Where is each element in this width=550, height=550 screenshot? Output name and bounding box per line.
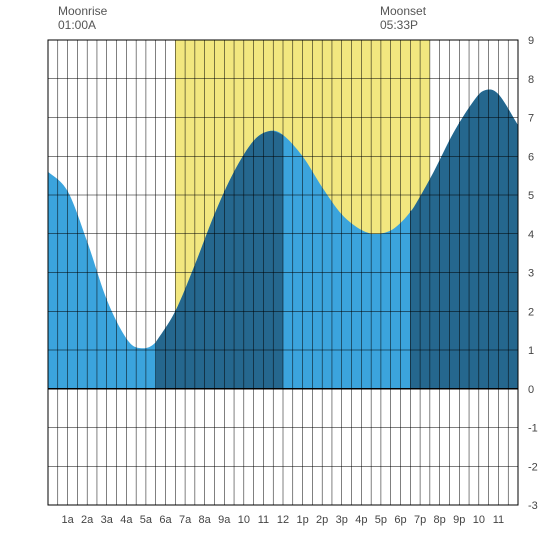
svg-text:11: 11 xyxy=(258,514,269,526)
moonset-label: Moonset 05:33P xyxy=(380,4,426,33)
svg-text:8a: 8a xyxy=(199,514,212,526)
svg-text:9a: 9a xyxy=(218,514,231,526)
svg-text:1a: 1a xyxy=(61,514,74,526)
svg-text:4: 4 xyxy=(528,229,534,241)
svg-text:-3: -3 xyxy=(528,500,538,512)
svg-text:4p: 4p xyxy=(355,514,367,526)
svg-text:8p: 8p xyxy=(434,514,446,526)
svg-text:10: 10 xyxy=(238,514,250,526)
svg-text:5: 5 xyxy=(528,190,534,202)
svg-text:4a: 4a xyxy=(120,514,133,526)
svg-text:7: 7 xyxy=(528,113,534,125)
svg-text:3a: 3a xyxy=(101,514,114,526)
svg-text:5p: 5p xyxy=(375,514,387,526)
svg-text:2a: 2a xyxy=(81,514,94,526)
svg-text:10: 10 xyxy=(473,514,485,526)
moonrise-label: Moonrise 01:00A xyxy=(58,4,107,33)
svg-text:11: 11 xyxy=(493,514,504,526)
moonset-time: 05:33P xyxy=(380,18,426,32)
svg-text:8: 8 xyxy=(528,74,534,86)
svg-text:6p: 6p xyxy=(394,514,406,526)
svg-text:9: 9 xyxy=(528,35,534,47)
svg-text:2: 2 xyxy=(528,306,534,318)
moonrise-title: Moonrise xyxy=(58,4,107,18)
svg-text:5a: 5a xyxy=(140,514,153,526)
svg-text:0: 0 xyxy=(528,384,534,396)
moonrise-time: 01:00A xyxy=(58,18,107,32)
svg-text:-1: -1 xyxy=(528,423,538,435)
chart-svg: -3-2-101234567891a2a3a4a5a6a7a8a9a101112… xyxy=(0,0,550,550)
svg-text:3p: 3p xyxy=(336,514,348,526)
tide-chart: Moonrise 01:00A Moonset 05:33P -3-2-1012… xyxy=(0,0,550,550)
svg-text:-2: -2 xyxy=(528,461,538,473)
svg-text:3: 3 xyxy=(528,268,534,280)
svg-text:7a: 7a xyxy=(179,514,192,526)
svg-text:6a: 6a xyxy=(159,514,172,526)
svg-text:2p: 2p xyxy=(316,514,328,526)
svg-text:9p: 9p xyxy=(453,514,465,526)
moonset-title: Moonset xyxy=(380,4,426,18)
svg-text:12: 12 xyxy=(277,514,289,526)
svg-text:1p: 1p xyxy=(296,514,308,526)
svg-text:6: 6 xyxy=(528,151,534,163)
svg-text:7p: 7p xyxy=(414,514,426,526)
svg-text:1: 1 xyxy=(528,345,534,357)
